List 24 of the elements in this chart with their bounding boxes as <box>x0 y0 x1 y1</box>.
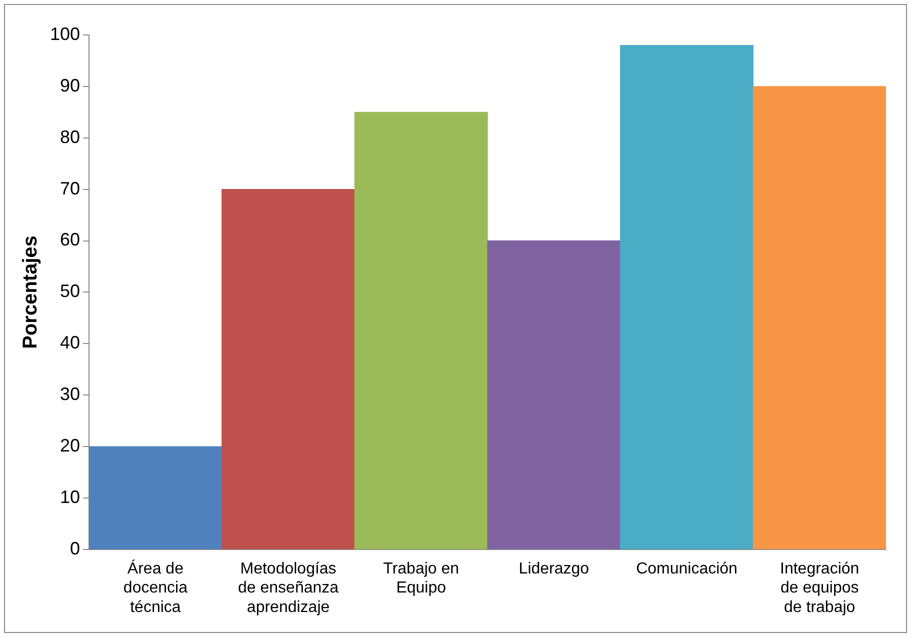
y-tick-label: 80 <box>60 126 80 147</box>
y-tick-label: 20 <box>60 435 80 456</box>
x-tick-label: Trabajo en Equipo <box>383 560 460 597</box>
x-tick-label: Metodologías de enseñanza aprendizaje <box>238 560 339 616</box>
bar <box>89 446 222 550</box>
bar <box>752 86 886 550</box>
y-tick-label: 60 <box>60 230 80 250</box>
y-tick-label: 0 <box>70 538 80 558</box>
bar <box>487 240 621 550</box>
y-tick-label: 40 <box>60 332 80 353</box>
y-tick-label: 30 <box>60 384 80 404</box>
y-tick-label: 90 <box>60 75 80 96</box>
x-tick-label: Comunicación <box>636 560 738 578</box>
bar <box>222 188 356 550</box>
y-axis-title: Porcentajes <box>20 236 42 349</box>
x-tick-label: Liderazgo <box>518 560 590 578</box>
y-tick-label: 70 <box>60 178 80 198</box>
y-tick-label: 50 <box>60 281 80 302</box>
bar <box>620 44 754 550</box>
y-tick-label: 100 <box>50 24 80 44</box>
x-tick-label: Área de docencia técnica <box>123 559 188 616</box>
bar <box>354 112 488 550</box>
x-tick-label: Integración de equipos de trabajo <box>780 560 860 616</box>
y-tick-label: 10 <box>60 486 80 507</box>
